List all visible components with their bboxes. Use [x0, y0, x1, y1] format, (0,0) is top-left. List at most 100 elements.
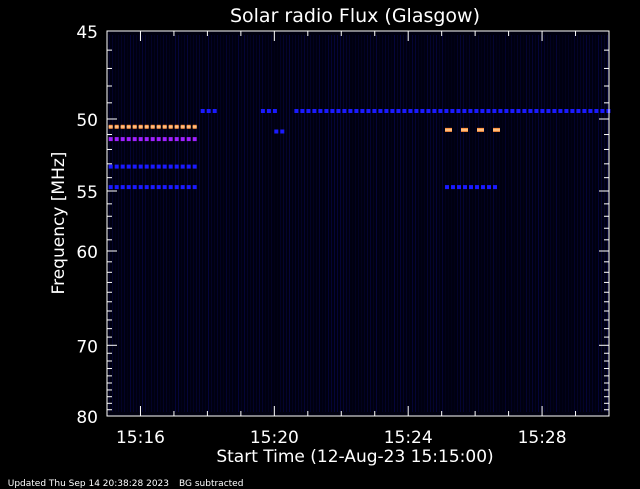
noise-streak — [457, 35, 458, 412]
noise-streak — [559, 35, 560, 412]
noise-streak — [595, 35, 596, 412]
plot-frame — [106, 30, 610, 417]
noise-streak — [412, 35, 413, 412]
emission-segment — [192, 164, 197, 169]
chart-title: Solar radio Flux (Glasgow) — [230, 5, 480, 27]
emission-segment — [481, 185, 485, 190]
emission-segment — [200, 109, 205, 113]
emission-segment — [558, 109, 563, 113]
emission-segment — [330, 109, 335, 113]
noise-streak — [535, 35, 536, 412]
noise-streak — [223, 35, 224, 412]
emission-segment — [588, 109, 593, 113]
emission-segment — [192, 185, 197, 190]
noise-streak — [502, 35, 503, 412]
noise-streak — [184, 35, 185, 412]
noise-streak — [319, 35, 320, 412]
noise-streak — [541, 35, 542, 412]
emission-segment — [552, 109, 557, 113]
noise-streak — [211, 35, 212, 412]
noise-streak — [403, 35, 404, 412]
noise-streak — [289, 35, 290, 412]
emission-segment — [493, 185, 497, 190]
noise-streak — [247, 35, 248, 412]
emission-segment — [474, 109, 479, 113]
emission-segment — [150, 185, 155, 190]
noise-streak — [556, 35, 557, 412]
noise-streak — [235, 35, 236, 412]
noise-streak — [187, 35, 188, 412]
noise-streak — [229, 35, 230, 412]
emission-segment — [186, 137, 191, 142]
emission-core — [493, 128, 500, 131]
emission-segment — [564, 109, 569, 113]
x-tick-label: 15:28 — [518, 428, 567, 448]
emission-segment — [192, 137, 197, 142]
y-tick-label: 70 — [76, 337, 98, 357]
emission-segment — [180, 137, 185, 142]
noise-streak — [172, 35, 173, 412]
noise-streak — [334, 35, 335, 412]
noise-streak — [151, 35, 152, 412]
noise-streak — [505, 35, 506, 412]
noise-streak — [238, 35, 239, 412]
noise-streak — [589, 35, 590, 412]
noise-streak — [313, 35, 314, 412]
emission-segment — [486, 109, 491, 113]
noise-streak — [367, 35, 368, 412]
emission-segment — [445, 185, 449, 190]
noise-streak — [469, 35, 470, 412]
noise-streak — [304, 35, 305, 412]
emission-segment — [150, 137, 155, 142]
emission-segment — [480, 109, 485, 113]
noise-streak — [307, 35, 308, 412]
emission-segment — [156, 185, 161, 190]
noise-streak — [142, 35, 143, 412]
emission-segment — [462, 109, 467, 113]
noise-streak — [532, 35, 533, 412]
noise-streak — [388, 35, 389, 412]
noise-streak — [190, 35, 191, 412]
emission-segment — [402, 109, 407, 113]
noise-streak — [463, 35, 464, 412]
noise-streak — [352, 35, 353, 412]
emission-segment — [348, 109, 353, 113]
emission-segment — [540, 109, 545, 113]
noise-streak — [421, 35, 422, 412]
emission-core — [445, 128, 452, 131]
noise-streak — [196, 35, 197, 412]
emission-segment — [366, 109, 371, 113]
noise-streak — [439, 35, 440, 412]
noise-streak — [514, 35, 515, 412]
noise-streak — [427, 35, 428, 412]
emission-segment — [570, 109, 575, 113]
y-tick-label: 55 — [76, 183, 98, 203]
emission-segment — [162, 137, 167, 142]
emission-segment — [594, 109, 599, 113]
emission-segment — [180, 164, 185, 169]
noise-streak — [148, 35, 149, 412]
noise-streak — [445, 35, 446, 412]
emission-core — [186, 125, 191, 128]
noise-streak — [364, 35, 365, 412]
emission-segment — [306, 109, 311, 113]
emission-segment — [114, 185, 119, 190]
x-axis-label: Start Time (12-Aug-23 15:15:00) — [216, 447, 493, 467]
emission-segment — [260, 109, 265, 113]
noise-streak — [397, 35, 398, 412]
x-tick-label: 15:20 — [250, 428, 299, 448]
noise-streak — [442, 35, 443, 412]
noise-streak — [337, 35, 338, 412]
emission-segment — [492, 109, 497, 113]
emission-segment — [272, 109, 277, 113]
emission-segment — [420, 109, 425, 113]
noise-streak — [280, 35, 281, 412]
noise-streak — [256, 35, 257, 412]
emission-segment — [534, 109, 539, 113]
y-tick-label: 80 — [76, 408, 98, 428]
emission-segment — [498, 109, 503, 113]
emission-segment — [576, 109, 581, 113]
noise-streak — [586, 35, 587, 412]
emission-segment — [475, 185, 479, 190]
emission-segment — [168, 185, 173, 190]
